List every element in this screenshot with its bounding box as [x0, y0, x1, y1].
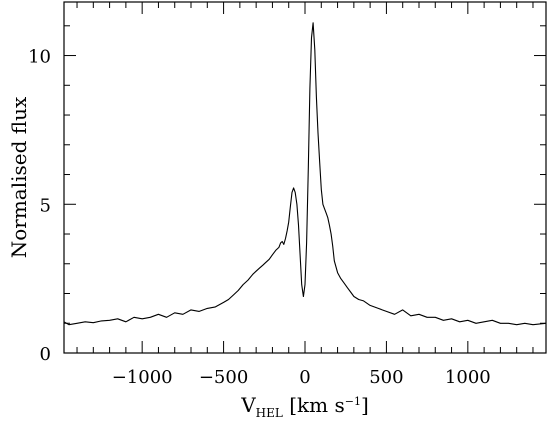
- y-tick-label: 10: [28, 47, 51, 68]
- y-tick-label: 0: [40, 344, 51, 365]
- x-axis-label-subscript: HEL: [256, 406, 283, 420]
- x-tick-label: 0: [299, 367, 310, 388]
- x-tick-label: 1000: [445, 367, 491, 388]
- x-axis-label-superscript: −1: [345, 395, 361, 408]
- x-tick-label: 500: [369, 367, 403, 388]
- plot-frame: [63, 1, 547, 354]
- x-axis-label-units: [km s: [283, 393, 345, 417]
- y-ticks: [64, 25, 546, 354]
- x-ticks: [76, 2, 534, 353]
- x-tick-label: −1000: [112, 367, 173, 388]
- y-tick-labels: 0 5 10: [28, 47, 51, 365]
- x-tick-label: −500: [199, 367, 248, 388]
- x-axis-label-main: V: [240, 393, 256, 417]
- x-tick-labels: −1000 −500 0 500 1000: [112, 367, 491, 388]
- x-axis-label-close: ]: [361, 393, 369, 417]
- flux-series-line: [63, 22, 547, 326]
- y-axis-label: Normalised flux: [7, 96, 31, 258]
- x-axis-label: VHEL [km s−1]: [240, 393, 369, 420]
- y-tick-label: 5: [40, 195, 51, 216]
